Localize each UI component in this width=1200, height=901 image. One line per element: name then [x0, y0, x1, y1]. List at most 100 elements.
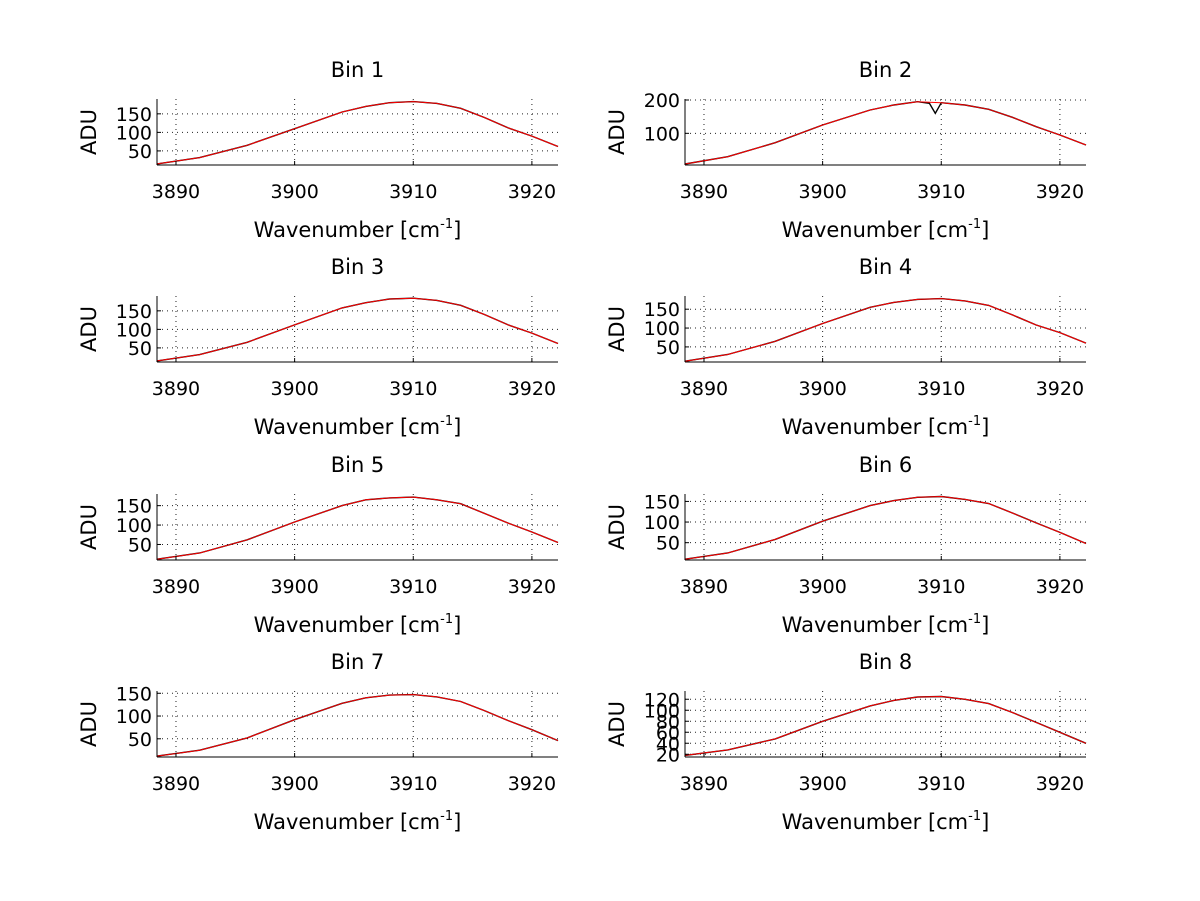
y-axis-label: ADU	[605, 701, 629, 747]
y-tick-label: 120	[644, 689, 680, 711]
y-tick-label: 100	[644, 700, 680, 722]
x-tick-label: 3890	[152, 576, 200, 598]
y-axis-label: ADU	[77, 306, 101, 352]
x-tick-label: 3890	[680, 576, 728, 598]
y-tick-label: 50	[656, 337, 680, 359]
y-tick-label: 150	[116, 496, 152, 518]
y-tick-label: 40	[656, 733, 680, 755]
y-axis-label: ADU	[77, 109, 101, 155]
x-axis-label-superscript: -1	[968, 414, 981, 429]
y-tick-label: 50	[128, 729, 152, 751]
y-axis-label: ADU	[605, 109, 629, 155]
y-tick-label: 100	[116, 706, 152, 728]
series-line-model	[684, 695, 1087, 756]
x-tick-label: 3900	[798, 181, 846, 203]
x-axis-label-end: ]	[453, 810, 461, 834]
series-line-measured	[684, 297, 1087, 362]
x-tick-label: 3920	[508, 378, 556, 400]
y-tick-label: 50	[656, 533, 680, 555]
series-line-model	[156, 101, 559, 165]
y-tick-label: 50	[128, 338, 152, 360]
x-tick-label: 3890	[680, 773, 728, 795]
x-tick-label: 3920	[1036, 378, 1084, 400]
x-axis-label: Wavenumber [cm-1]	[254, 809, 462, 834]
y-axis-label: ADU	[605, 504, 629, 550]
x-tick-label: 3910	[917, 378, 965, 400]
series-line-measured	[156, 496, 559, 560]
series-line-measured	[684, 495, 1087, 560]
x-axis-label: Wavenumber [cm-1]	[782, 612, 990, 637]
x-axis-label: Wavenumber [cm-1]	[782, 809, 990, 834]
x-tick-label: 3890	[152, 181, 200, 203]
x-axis-label-end: ]	[981, 810, 989, 834]
y-tick-label: 100	[644, 318, 680, 340]
x-tick-label: 3900	[798, 576, 846, 598]
x-axis-label: Wavenumber [cm-1]	[254, 217, 462, 242]
y-axis-label: ADU	[605, 306, 629, 352]
x-tick-label: 3900	[798, 378, 846, 400]
x-axis-label-main: Wavenumber [cm	[782, 415, 968, 439]
series-line-model	[684, 495, 1087, 560]
x-axis-label-main: Wavenumber [cm	[254, 810, 440, 834]
x-axis-label-end: ]	[453, 218, 461, 242]
y-tick-label: 60	[656, 722, 680, 744]
y-axis-label: ADU	[77, 701, 101, 747]
x-tick-label: 3910	[389, 576, 437, 598]
x-tick-label: 3920	[1036, 181, 1084, 203]
x-axis-label: Wavenumber [cm-1]	[254, 414, 462, 439]
subplot-title: Bin 3	[331, 255, 385, 279]
subplot-title: Bin 6	[859, 453, 913, 477]
y-tick-label: 100	[644, 123, 680, 145]
x-axis-label-superscript: -1	[968, 809, 981, 824]
x-axis-label-main: Wavenumber [cm	[782, 613, 968, 637]
x-axis-label-superscript: -1	[440, 612, 453, 627]
y-tick-label: 100	[116, 319, 152, 341]
y-tick-label: 100	[116, 515, 152, 537]
x-axis-label-end: ]	[453, 613, 461, 637]
x-tick-label: 3920	[1036, 576, 1084, 598]
series-line-model	[684, 101, 1087, 165]
y-tick-label: 200	[644, 90, 680, 112]
x-axis-label-main: Wavenumber [cm	[782, 218, 968, 242]
y-tick-label: 150	[116, 301, 152, 323]
x-axis-label-main: Wavenumber [cm	[254, 415, 440, 439]
x-tick-label: 3920	[508, 181, 556, 203]
subplot-title: Bin 8	[859, 650, 913, 674]
x-axis-label-end: ]	[981, 415, 989, 439]
x-tick-label: 3890	[680, 181, 728, 203]
series-line-model	[684, 298, 1087, 362]
series-line-measured	[156, 693, 559, 757]
x-tick-label: 3910	[917, 181, 965, 203]
series-line-measured	[684, 695, 1087, 757]
x-tick-label: 3910	[389, 181, 437, 203]
y-tick-label: 50	[128, 534, 152, 556]
series-line-model	[156, 496, 559, 560]
x-axis-label-superscript: -1	[440, 217, 453, 232]
x-tick-label: 3910	[917, 576, 965, 598]
y-tick-label: 100	[644, 512, 680, 534]
x-axis-label-main: Wavenumber [cm	[254, 218, 440, 242]
y-tick-label: 50	[128, 141, 152, 163]
x-axis-label: Wavenumber [cm-1]	[254, 612, 462, 637]
x-axis-label: Wavenumber [cm-1]	[782, 217, 990, 242]
subplot-title: Bin 2	[859, 58, 913, 82]
y-tick-label: 150	[644, 299, 680, 321]
x-tick-label: 3910	[917, 773, 965, 795]
subplot-bin-2: 3890 3900 3910 3920 100 200 Bin 2 ADU Wavenumber…	[605, 58, 1087, 242]
x-axis-label-superscript: -1	[968, 612, 981, 627]
y-tick-label: 150	[116, 104, 152, 126]
y-tick-label: 150	[644, 491, 680, 513]
x-tick-label: 3890	[680, 378, 728, 400]
x-tick-label: 3900	[270, 773, 318, 795]
x-axis-label-superscript: -1	[440, 809, 453, 824]
x-tick-label: 3920	[1036, 773, 1084, 795]
x-axis-label-superscript: -1	[440, 414, 453, 429]
series-line-model	[156, 694, 559, 757]
x-tick-label: 3890	[152, 773, 200, 795]
